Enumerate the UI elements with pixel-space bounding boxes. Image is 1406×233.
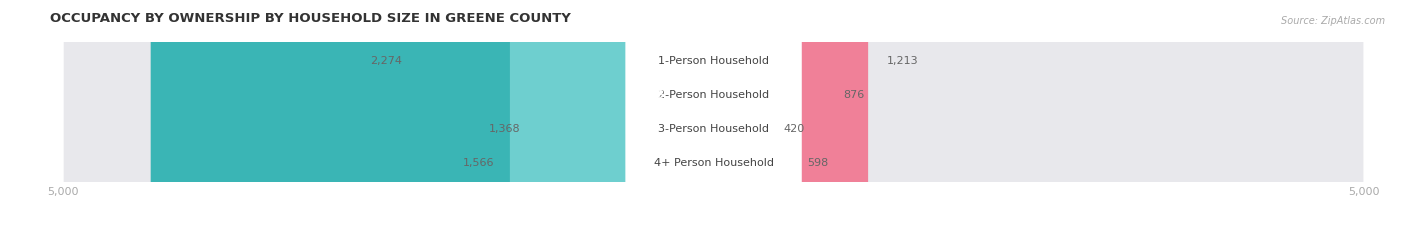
FancyBboxPatch shape — [626, 0, 801, 233]
Text: 1,566: 1,566 — [463, 158, 495, 168]
Text: 4,328: 4,328 — [628, 90, 665, 100]
FancyBboxPatch shape — [418, 0, 720, 233]
Text: OCCUPANCY BY OWNERSHIP BY HOUSEHOLD SIZE IN GREENE COUNTY: OCCUPANCY BY OWNERSHIP BY HOUSEHOLD SIZE… — [51, 12, 571, 25]
FancyBboxPatch shape — [707, 0, 868, 233]
Text: 1,368: 1,368 — [488, 124, 520, 134]
FancyBboxPatch shape — [709, 0, 825, 233]
FancyBboxPatch shape — [150, 0, 725, 233]
Text: 1-Person Household: 1-Person Household — [658, 56, 769, 66]
Text: Source: ZipAtlas.com: Source: ZipAtlas.com — [1281, 16, 1385, 26]
Text: 2,274: 2,274 — [370, 56, 402, 66]
Text: 1,213: 1,213 — [887, 56, 918, 66]
Bar — [63, 146, 1364, 180]
Text: 3-Person Household: 3-Person Household — [658, 124, 769, 134]
Text: 598: 598 — [807, 158, 828, 168]
FancyBboxPatch shape — [626, 0, 801, 233]
FancyBboxPatch shape — [626, 0, 801, 233]
FancyBboxPatch shape — [710, 0, 790, 233]
FancyBboxPatch shape — [63, 0, 1364, 233]
Text: 876: 876 — [844, 90, 865, 100]
FancyBboxPatch shape — [63, 0, 1364, 233]
FancyBboxPatch shape — [536, 0, 717, 233]
FancyBboxPatch shape — [63, 0, 1364, 233]
Bar — [63, 112, 1364, 146]
Bar — [63, 44, 1364, 78]
FancyBboxPatch shape — [626, 0, 801, 233]
FancyBboxPatch shape — [711, 0, 768, 233]
Text: 420: 420 — [783, 124, 806, 134]
Bar — [63, 78, 1364, 112]
FancyBboxPatch shape — [510, 0, 717, 233]
Text: 4+ Person Household: 4+ Person Household — [654, 158, 773, 168]
Text: 2-Person Household: 2-Person Household — [658, 90, 769, 100]
FancyBboxPatch shape — [63, 0, 1364, 233]
